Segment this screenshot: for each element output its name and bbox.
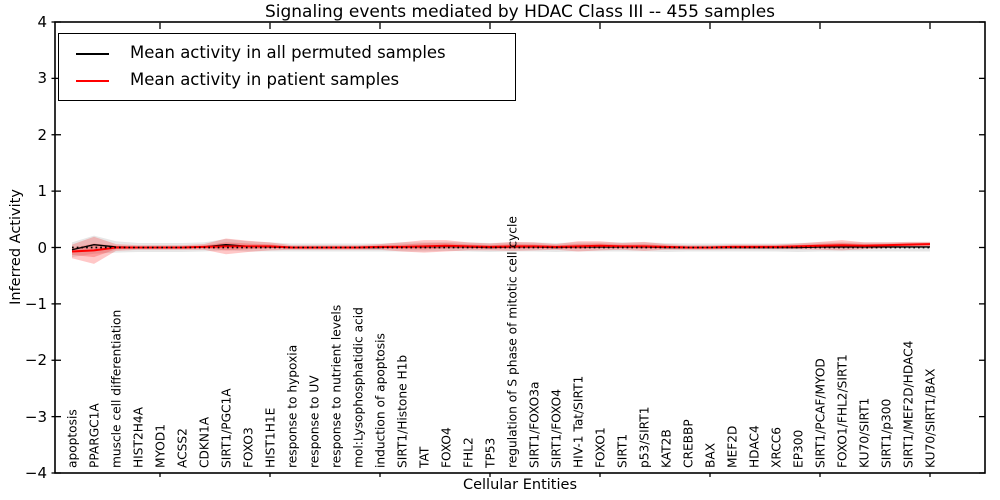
x-category-label: SIRT1/FOXO4 (550, 389, 564, 468)
y-tick-label: −4 (24, 464, 47, 482)
x-category-label: mol:Lysophosphatidic acid (352, 307, 366, 468)
x-category-label: FHL2 (462, 437, 476, 468)
x-category-label: FOXO4 (440, 427, 454, 468)
y-tick-label: 1 (37, 182, 47, 201)
y-tick-label: −1 (24, 294, 47, 313)
legend-entry: Mean activity in patient samples (73, 67, 509, 94)
x-category-label: HIST1H1E (264, 408, 278, 468)
x-category-label: HIV-1 Tat/SIRT1 (572, 376, 586, 468)
y-tick-label: 4 (37, 13, 47, 31)
x-category-label: FOXO1 (594, 427, 608, 468)
x-category-label: SIRT1/FOXO3a (528, 382, 542, 468)
legend-entry: Mean activity in all permuted samples (73, 40, 509, 67)
x-category-label: response to UV (308, 375, 322, 468)
x-category-label: EP300 (792, 430, 806, 468)
x-category-label: PPARGC1A (88, 403, 102, 468)
x-category-label: BAX (704, 443, 718, 468)
legend-entry-label: Mean activity in patient samples (130, 70, 400, 90)
x-category-label: p53/SIRT1 (638, 407, 652, 468)
x-category-label: TAT (418, 446, 432, 469)
legend-entry-label: Mean activity in all permuted samples (130, 43, 446, 63)
x-category-label: CDKN1A (198, 416, 212, 468)
x-category-label: FOXO3 (242, 427, 256, 468)
y-tick-label: −3 (24, 407, 47, 426)
x-category-label: MYOD1 (154, 424, 168, 468)
x-category-label: KAT2B (660, 429, 674, 468)
x-category-label: muscle cell differentiation (110, 310, 124, 468)
patient-band (72, 236, 930, 264)
y-tick-label: 2 (37, 125, 47, 144)
legend-line-swatch (76, 79, 109, 82)
x-category-label: KU70/SIRT1 (858, 398, 872, 468)
x-category-label: SIRT1/PCAF/MYOD (814, 358, 828, 468)
x-category-label: SIRT1/PGC1A (220, 388, 234, 468)
legend-line-swatch (76, 52, 109, 55)
x-category-label: regulation of S phase of mitotic cell cy… (506, 216, 520, 468)
x-category-label: response to nutrient levels (330, 305, 344, 468)
x-category-label: HDAC4 (748, 425, 762, 468)
x-category-label: SIRT1/MEF2D/HDAC4 (902, 340, 916, 468)
x-category-label: XRCC6 (770, 427, 784, 468)
x-category-label: SIRT1 (616, 434, 630, 468)
x-category-label: ACSS2 (176, 428, 190, 468)
x-category-label: CREBBP (682, 419, 696, 468)
figure-title: Signaling events mediated by HDAC Class … (264, 2, 776, 22)
x-category-label: apoptosis (66, 409, 80, 468)
y-tick-label: 0 (37, 238, 47, 257)
y-tick-label: −2 (24, 351, 47, 370)
x-category-label: response to hypoxia (286, 345, 300, 468)
x-category-label: KU70/SIRT1/BAX (924, 369, 938, 468)
x-category-label: MEF2D (726, 426, 740, 468)
legend: Mean activity in all permuted samples Mea… (58, 33, 516, 101)
x-category-label: SIRT1/p300 (880, 399, 894, 468)
x-category-label: HIST2H4A (132, 406, 146, 468)
x-axis-label: Cellular Entities (462, 477, 578, 493)
patient-band (72, 242, 930, 258)
x-category-label: induction of apoptosis (374, 333, 388, 468)
x-category-label: FOXO1/FHL2/SIRT1 (836, 354, 850, 468)
x-category-label: SIRT1/Histone H1b (396, 355, 410, 468)
x-category-label: TP53 (484, 438, 498, 469)
y-tick-label: 3 (37, 69, 47, 88)
